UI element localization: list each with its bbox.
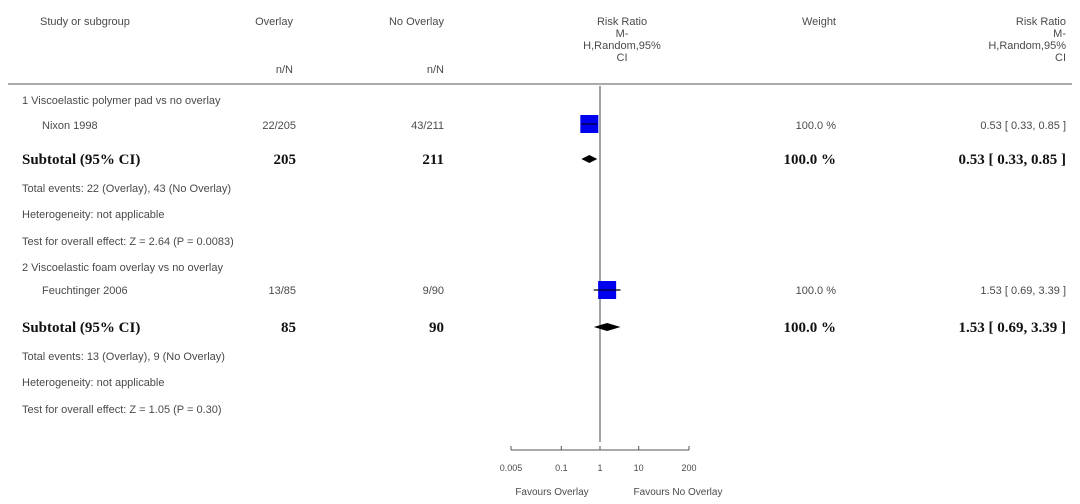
favours-left-label: Favours Overlay bbox=[515, 487, 588, 498]
subtotal-no-overlay-n: 90 bbox=[429, 320, 444, 336]
subtotal-diamond bbox=[593, 323, 621, 331]
overall-effect-test: Test for overall effect: Z = 2.64 (P = 0… bbox=[22, 236, 234, 248]
overall-effect-test: Test for overall effect: Z = 1.05 (P = 0… bbox=[22, 404, 222, 416]
subtotal-risk-ratio: 0.53 [ 0.33, 0.85 ] bbox=[959, 152, 1067, 168]
x-tick-label: 10 bbox=[634, 463, 644, 473]
header-rr-text-1: Risk Ratio bbox=[1016, 16, 1066, 28]
study-name: Feuchtinger 2006 bbox=[42, 285, 128, 297]
header-no-overlay: No Overlay bbox=[389, 16, 445, 28]
header-rr-text-2: M- bbox=[1053, 28, 1066, 40]
study-overlay-events: 22/205 bbox=[262, 120, 296, 132]
subtotal-label: Subtotal (95% CI) bbox=[22, 152, 140, 168]
forest-marks bbox=[580, 115, 621, 331]
total-events: Total events: 13 (Overlay), 9 (No Overla… bbox=[22, 351, 225, 363]
group-2-title: 2 Viscoelastic foam overlay vs no overla… bbox=[22, 262, 223, 274]
study-overlay-events: 13/85 bbox=[268, 285, 296, 297]
favours-right-label: Favours No Overlay bbox=[634, 487, 723, 498]
header-rr-text-3: H,Random,95% bbox=[988, 40, 1066, 52]
header-rr-plot-2: M- bbox=[616, 28, 629, 40]
header-rr-text-4: CI bbox=[1055, 52, 1066, 64]
header-weight: Weight bbox=[802, 16, 836, 28]
heterogeneity: Heterogeneity: not applicable bbox=[22, 209, 164, 221]
study-risk-ratio: 1.53 [ 0.69, 3.39 ] bbox=[980, 285, 1066, 297]
total-events: Total events: 22 (Overlay), 43 (No Overl… bbox=[22, 183, 231, 195]
study-name: Nixon 1998 bbox=[42, 120, 98, 132]
header-overlay-n: n/N bbox=[276, 64, 293, 76]
subtotal-diamond bbox=[581, 155, 598, 163]
x-axis-ticks: 0.005 0.1 1 10 200 bbox=[500, 446, 697, 473]
x-tick-label: 0.005 bbox=[500, 463, 523, 473]
study-weight: 100.0 % bbox=[796, 120, 837, 132]
header-rr-plot-4: CI bbox=[617, 52, 628, 64]
x-tick-label: 1 bbox=[597, 463, 602, 473]
heterogeneity: Heterogeneity: not applicable bbox=[22, 377, 164, 389]
subtotal-label: Subtotal (95% CI) bbox=[22, 320, 140, 336]
header-no-overlay-n: n/N bbox=[427, 64, 444, 76]
subtotal-weight: 100.0 % bbox=[784, 152, 837, 168]
x-tick-label: 0.1 bbox=[555, 463, 568, 473]
header-rr-plot-1: Risk Ratio bbox=[597, 16, 647, 28]
subtotal-overlay-n: 205 bbox=[274, 152, 297, 168]
study-no-overlay-events: 43/211 bbox=[411, 120, 444, 132]
header-overlay: Overlay bbox=[255, 16, 293, 28]
study-risk-ratio: 0.53 [ 0.33, 0.85 ] bbox=[980, 120, 1066, 132]
study-weight: 100.0 % bbox=[796, 285, 837, 297]
x-tick-label: 200 bbox=[681, 463, 696, 473]
study-no-overlay-events: 9/90 bbox=[423, 285, 444, 297]
subtotal-weight: 100.0 % bbox=[784, 320, 837, 336]
group-1-title: 1 Viscoelastic polymer pad vs no overlay bbox=[22, 95, 221, 107]
subtotal-no-overlay-n: 211 bbox=[422, 152, 444, 168]
subtotal-overlay-n: 85 bbox=[281, 320, 296, 336]
header-rr-plot-3: H,Random,95% bbox=[583, 40, 661, 52]
subtotal-risk-ratio: 1.53 [ 0.69, 3.39 ] bbox=[959, 320, 1067, 336]
header-study: Study or subgroup bbox=[40, 16, 130, 28]
